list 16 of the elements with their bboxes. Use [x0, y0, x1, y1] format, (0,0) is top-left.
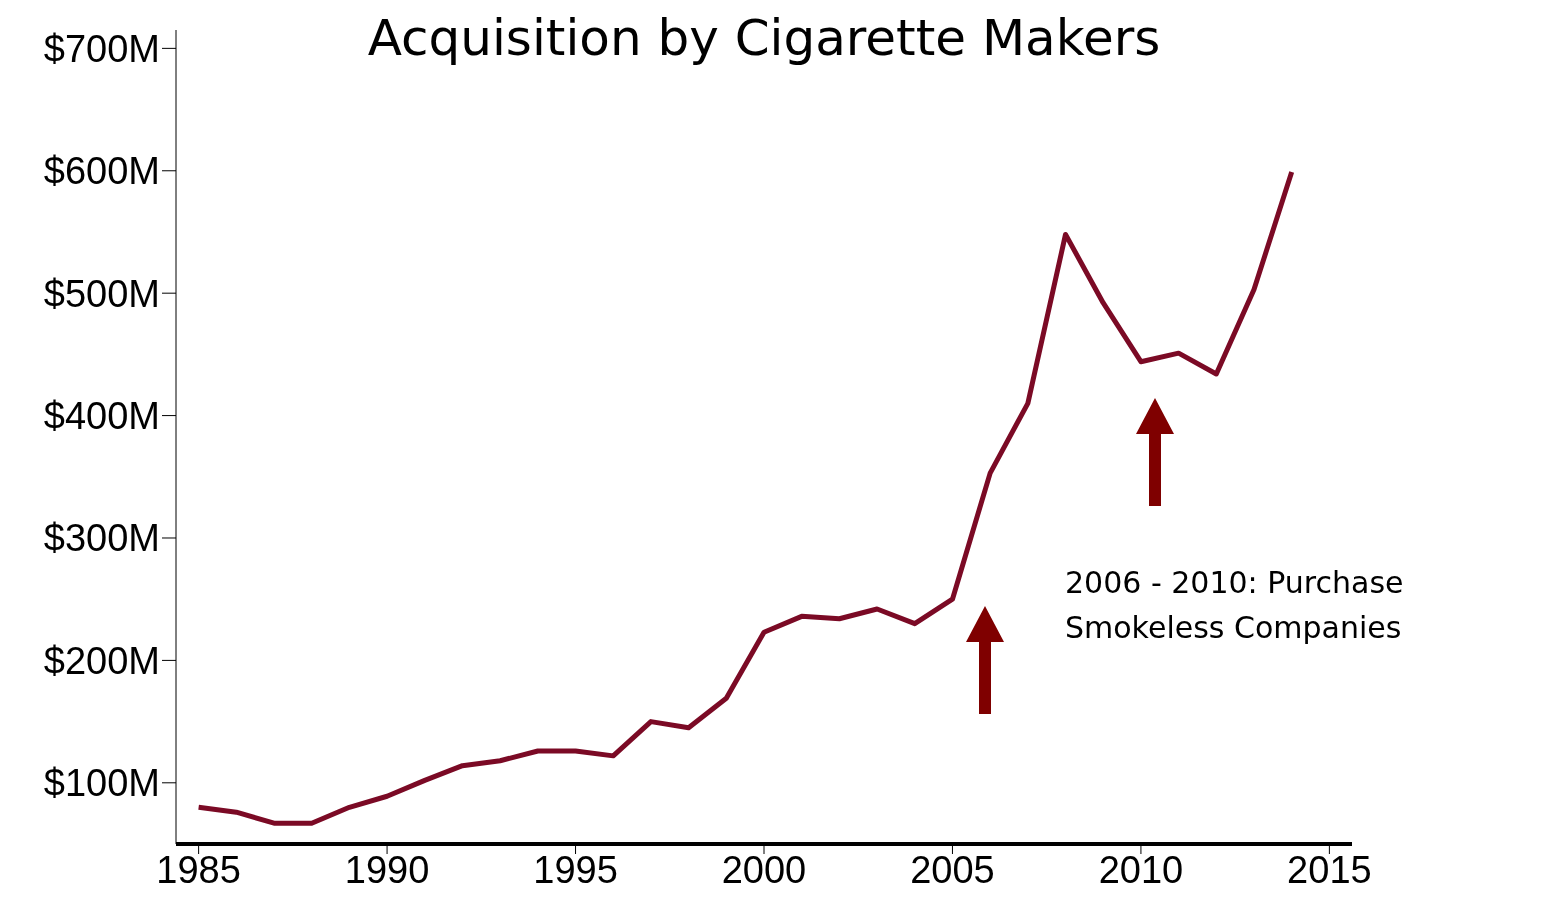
x-tick-label: 2005: [910, 848, 995, 891]
y-tick-label: $600M: [43, 150, 160, 193]
y-tick-label: $200M: [43, 639, 160, 682]
y-tick-label: $700M: [43, 27, 160, 70]
x-tick-label: 2010: [1098, 848, 1184, 891]
y-tick-label: $400M: [43, 395, 160, 438]
chart-title: Acquisition by Cigarette Makers: [366, 8, 1162, 68]
x-tick-label: 1990: [344, 848, 430, 891]
x-tick-label: 2015: [1287, 848, 1372, 891]
y-tick-label: $100M: [43, 762, 160, 805]
y-tick-label: $300M: [43, 517, 160, 560]
annotation: 2006 - 2010: Purchase Smokeless Companies: [1065, 564, 1405, 647]
y-tick-label: $500M: [43, 272, 160, 315]
x-tick-label: 1985: [156, 848, 241, 891]
x-tick-label: 1995: [533, 848, 618, 891]
x-tick-label: 2000: [721, 848, 807, 891]
